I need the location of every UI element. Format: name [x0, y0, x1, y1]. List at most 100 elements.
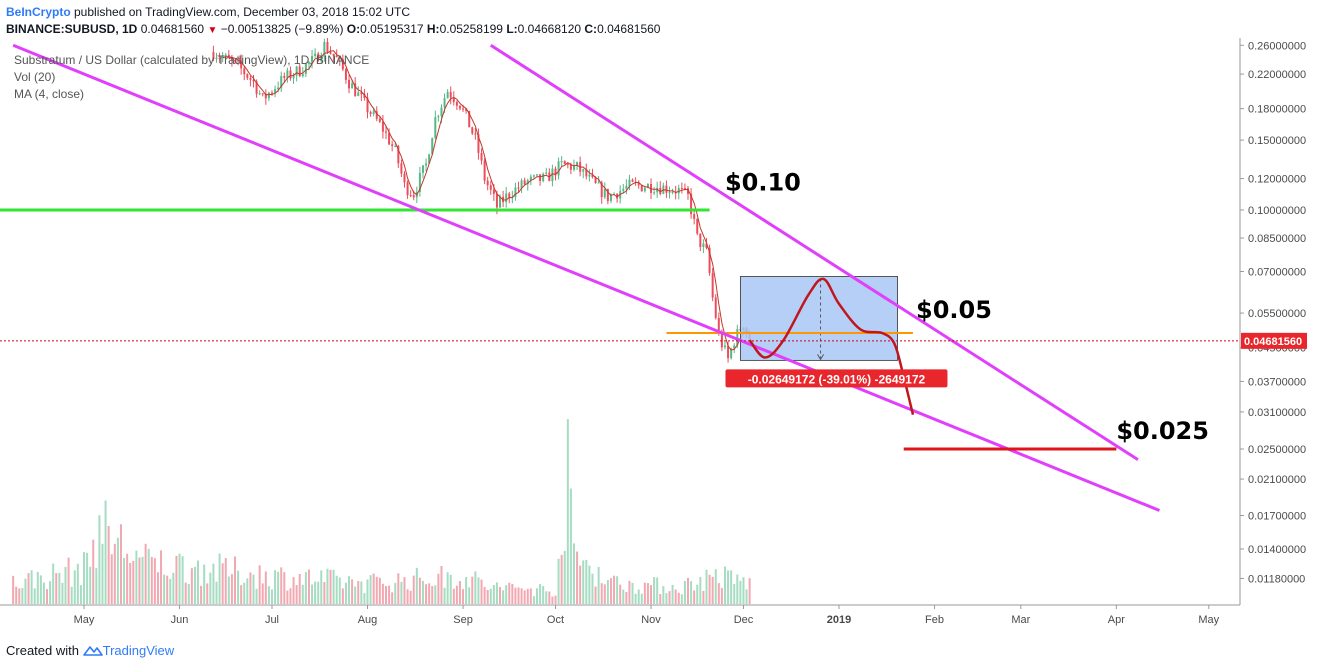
candle-body	[572, 165, 575, 170]
volume-bar	[539, 584, 542, 604]
candle-body	[381, 121, 384, 132]
candle-body	[542, 173, 545, 181]
volume-bar	[18, 588, 21, 604]
candle-body	[526, 180, 529, 185]
volume-bar	[39, 575, 42, 604]
footer-brand[interactable]: TradingView	[102, 643, 175, 658]
volume-bar	[243, 582, 246, 604]
time-tick-label: Jun	[171, 614, 189, 626]
volume-bar	[249, 572, 252, 604]
volume-bar	[307, 569, 310, 604]
candle-body	[455, 101, 458, 106]
price-axis[interactable]: 0.26000000 0.22000000 0.18000000 0.15000000…	[1240, 40, 1306, 585]
candle-body	[520, 180, 523, 189]
volume-bar	[385, 586, 387, 604]
candle-body	[733, 345, 736, 349]
volume-bar	[92, 539, 95, 604]
publisher-brand[interactable]: BeInCrypto	[6, 5, 71, 19]
volume-bar	[320, 570, 323, 604]
candle-body	[609, 194, 612, 201]
volume-bar	[332, 569, 335, 604]
volume-bar	[234, 556, 236, 604]
volume-bar	[495, 582, 498, 604]
volume-bar	[354, 586, 357, 604]
price-tick-label: 0.15000000	[1248, 135, 1306, 147]
candle-body	[646, 183, 649, 188]
volume-bar	[277, 571, 280, 604]
price-annotation[interactable]: $0.025	[1116, 417, 1209, 445]
volume-bar	[665, 592, 668, 604]
legend-volume[interactable]: Vol (20)	[14, 70, 56, 84]
candle-body	[668, 192, 671, 194]
volume-bar	[699, 576, 702, 604]
plot-area[interactable]	[0, 38, 1240, 605]
volume-bar	[702, 590, 705, 604]
volume-bar	[61, 582, 64, 604]
volume-bar	[508, 582, 511, 604]
volume-bar	[252, 574, 255, 604]
candle-body	[357, 92, 360, 96]
price-annotation[interactable]: $0.05	[916, 296, 992, 324]
candle-body	[551, 168, 554, 182]
candle-body	[508, 193, 511, 198]
volume-bar	[391, 592, 394, 604]
volume-bar	[434, 585, 437, 604]
volume-bar	[55, 573, 58, 604]
volume-bar	[677, 592, 680, 604]
volume-bar	[215, 581, 218, 604]
volume-bar	[33, 588, 36, 604]
candles	[212, 38, 751, 363]
volume-bar	[181, 556, 184, 604]
volume-bar	[175, 555, 178, 604]
price-annotation[interactable]: $0.10	[725, 168, 801, 196]
price-tick-label: 0.18000000	[1248, 104, 1306, 116]
candle-body	[582, 169, 585, 172]
volume-bar	[622, 589, 625, 604]
volume-bar	[671, 584, 674, 604]
candle-body	[458, 105, 461, 109]
volume-bar	[412, 575, 415, 604]
candle-body	[683, 188, 686, 190]
candle-body	[471, 127, 474, 134]
volume-bar	[163, 574, 166, 604]
volume-bar	[582, 560, 585, 604]
volume-bar	[141, 556, 144, 604]
candle-body	[711, 273, 714, 298]
candle-body	[653, 192, 656, 194]
price-annotations: $0.10 $0.05 $0.025	[725, 168, 1209, 444]
candle-body	[446, 91, 449, 99]
volume-bar	[363, 593, 366, 604]
candle-body	[314, 53, 317, 57]
time-tick-label: Apr	[1108, 614, 1125, 626]
candle-body	[375, 111, 378, 119]
candle-body	[637, 182, 640, 186]
volume-bar	[200, 585, 203, 604]
chart-legend: Substratum / US Dollar (calculated by Tr…	[14, 52, 369, 103]
legend-ma[interactable]: MA (4, close)	[14, 87, 85, 101]
volume-bar	[650, 585, 653, 604]
candle-body	[385, 131, 387, 133]
ma-line	[222, 50, 750, 351]
volume-bar	[708, 574, 711, 604]
down-arrow-icon: ▼	[207, 25, 218, 36]
projection-path[interactable]	[748, 277, 915, 416]
candle-body	[246, 74, 249, 78]
channel-lower-line[interactable]	[12, 43, 1161, 512]
close-label: C:	[584, 22, 598, 36]
channel-upper-line[interactable]	[489, 44, 1139, 461]
time-axis[interactable]: May Jun Jul Aug Sep Oct Nov Dec 2019 Feb Mar Apr May	[74, 605, 1220, 626]
candle-body	[437, 116, 440, 118]
volume-bar	[212, 563, 215, 604]
volume-bar	[733, 583, 736, 604]
time-tick-label: Aug	[358, 614, 378, 626]
candle-body	[659, 187, 662, 194]
candle-body	[237, 60, 240, 62]
volume-bar	[258, 565, 261, 604]
volume-bar	[270, 589, 273, 604]
volume-bar	[526, 588, 529, 604]
volume-bar	[76, 563, 79, 604]
volume-bar	[492, 584, 495, 604]
volume-bar	[95, 568, 98, 604]
published-text: published on TradingView.com, December 0…	[70, 5, 410, 19]
